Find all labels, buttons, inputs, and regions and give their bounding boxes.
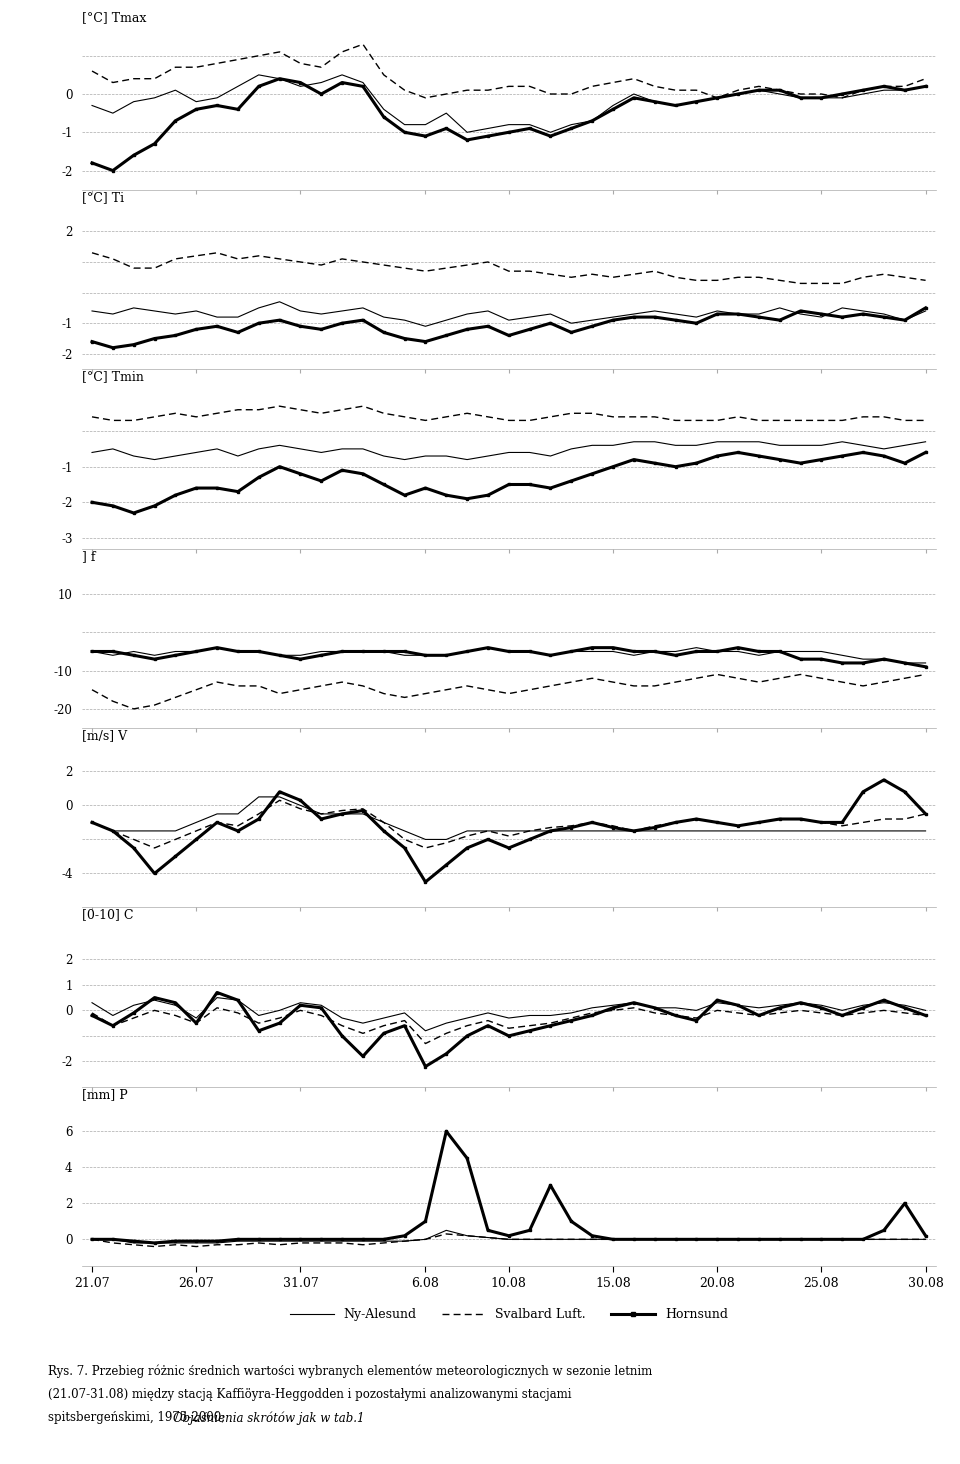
Text: [°C] Ti: [°C] Ti xyxy=(82,190,124,203)
Text: ] f: ] f xyxy=(82,549,95,562)
Text: (21.07-31.08) między stacją Kaffiöyra-Heggodden i pozostałymi analizowanymi stac: (21.07-31.08) między stacją Kaffiöyra-He… xyxy=(48,1388,571,1401)
Text: spitsbergeńskimi, 1975-2000;: spitsbergeńskimi, 1975-2000; xyxy=(48,1411,229,1424)
Text: [°C] Tmin: [°C] Tmin xyxy=(82,370,143,384)
Text: [mm] P: [mm] P xyxy=(82,1088,128,1101)
Text: [m/s] V: [m/s] V xyxy=(82,729,127,742)
Text: Objaśnienia skrótów jak w tab.1: Objaśnienia skrótów jak w tab.1 xyxy=(173,1411,365,1424)
Legend: Ny-Alesund, Svalbard Luft., Hornsund: Ny-Alesund, Svalbard Luft., Hornsund xyxy=(285,1303,732,1326)
Text: [0-10] C: [0-10] C xyxy=(82,909,133,921)
Text: [°C] Tmax: [°C] Tmax xyxy=(82,12,146,25)
Text: Rys. 7. Przebieg różnic średnich wartości wybranych elementów meteorologicznych : Rys. 7. Przebieg różnic średnich wartośc… xyxy=(48,1364,652,1378)
